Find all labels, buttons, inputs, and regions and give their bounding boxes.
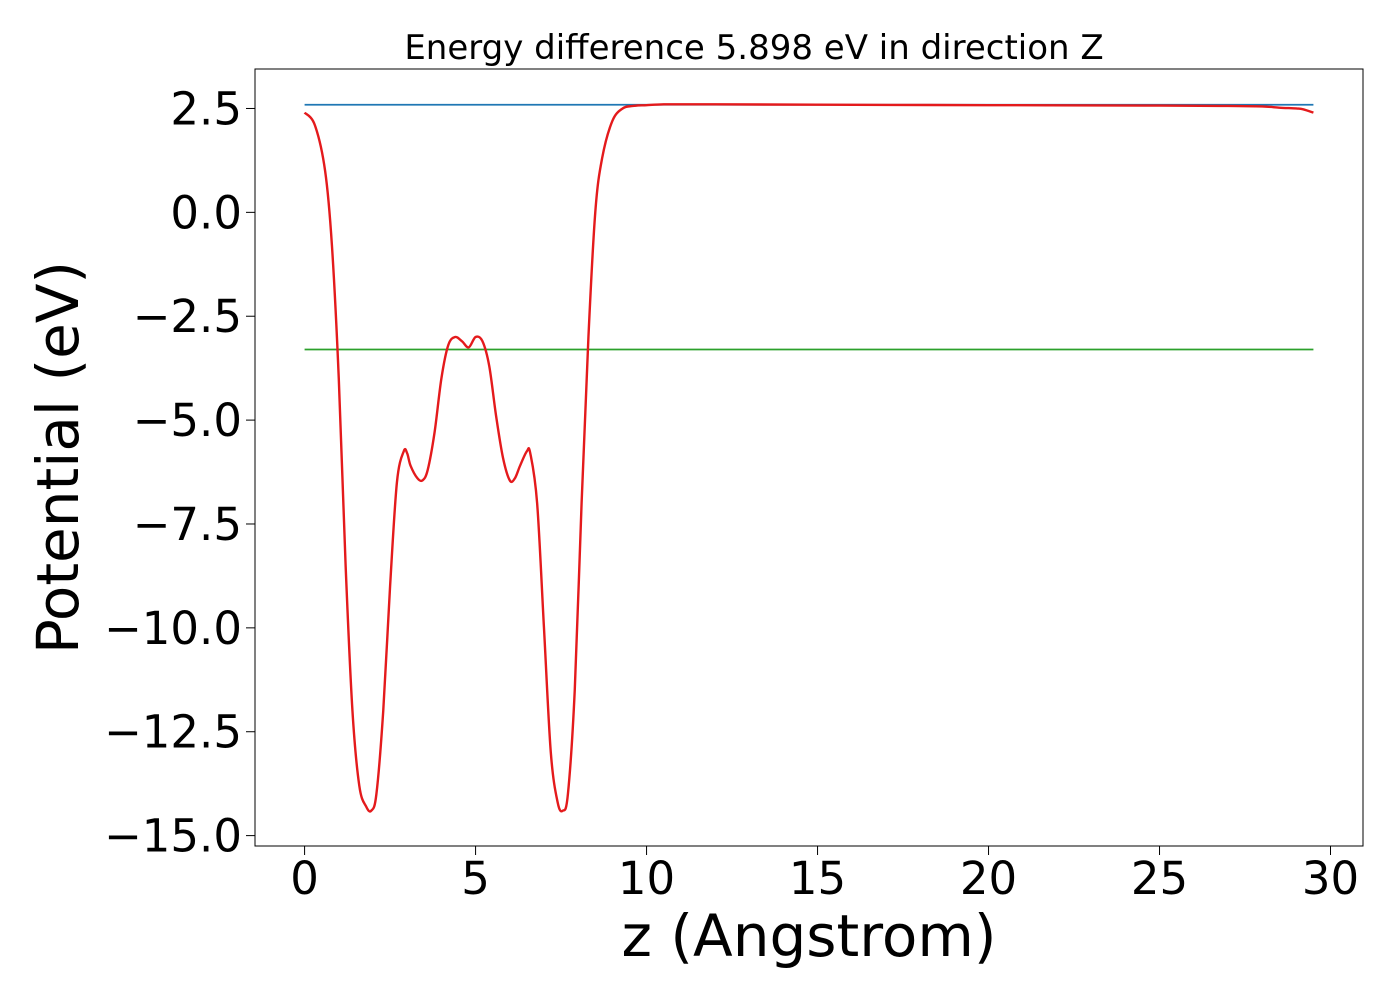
y-tick-label: 0.0 (170, 186, 242, 239)
x-axis-ticks: 0 5 10 15 20 25 30 (290, 846, 1359, 905)
y-tick-label: 2.5 (170, 82, 242, 135)
y-tick-label: −12.5 (104, 706, 242, 759)
chart-title: Energy difference 5.898 eV in direction … (404, 28, 1103, 68)
x-tick-label: 15 (789, 852, 846, 905)
y-tick-label: −2.5 (133, 290, 242, 343)
x-tick-label: 30 (1302, 852, 1359, 905)
x-tick-label: 25 (1131, 852, 1188, 905)
y-tick-label: −15.0 (104, 810, 242, 863)
y-tick-label: −5.0 (133, 394, 242, 447)
series-layer (303, 103, 1314, 813)
x-tick-label: 0 (290, 852, 319, 905)
y-axis-ticks: 2.5 0.0 −2.5 −5.0 −7.5 −10.0 −12.5 −15.0 (104, 82, 255, 863)
potential-curve (303, 103, 1314, 813)
y-tick-label: −10.0 (104, 602, 242, 655)
x-tick-label: 5 (461, 852, 490, 905)
y-axis-label: Potential (eV) (24, 261, 92, 654)
plot-area-frame (254, 68, 1364, 847)
y-tick-label: −7.5 (133, 498, 242, 551)
x-tick-label: 20 (960, 852, 1017, 905)
x-axis-label: z (Angstrom) (622, 902, 997, 970)
x-tick-label: 10 (618, 852, 675, 905)
